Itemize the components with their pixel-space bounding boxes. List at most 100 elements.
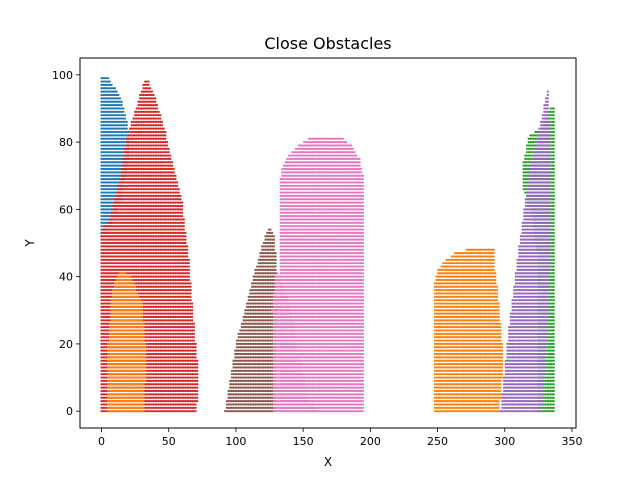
scatter-point xyxy=(497,309,500,312)
scatter-point xyxy=(110,151,113,154)
scatter-point xyxy=(544,319,548,322)
scatter-point xyxy=(552,342,555,346)
scatter-point xyxy=(102,211,105,214)
scatter-point xyxy=(552,177,555,181)
scatter-point xyxy=(100,225,103,228)
scatter-point xyxy=(543,373,546,376)
scatter-point xyxy=(108,164,112,167)
scatter-point xyxy=(499,396,502,399)
scatter-point xyxy=(113,167,117,171)
scatter-point xyxy=(544,339,548,342)
scatter-point xyxy=(539,410,543,413)
scatter-point xyxy=(543,356,546,359)
scatter-point xyxy=(107,188,110,191)
scatter-point xyxy=(120,144,123,147)
scatter-point xyxy=(499,329,502,332)
scatter-point xyxy=(112,191,115,194)
scatter-point xyxy=(125,120,128,124)
scatter-point xyxy=(552,389,555,393)
scatter-point xyxy=(103,211,106,214)
scatter-point xyxy=(548,201,551,204)
scatter-point xyxy=(100,177,103,181)
scatter-point xyxy=(494,278,497,282)
scatter-point xyxy=(552,336,555,339)
scatter-point xyxy=(108,188,112,191)
scatter-point xyxy=(552,356,555,359)
scatter-point xyxy=(552,285,555,288)
scatter-point xyxy=(112,188,115,191)
scatter-point xyxy=(102,181,105,184)
scatter-point xyxy=(541,379,544,383)
scatter-point xyxy=(552,339,555,342)
scatter-point xyxy=(546,312,549,315)
scatter-point xyxy=(120,161,123,164)
scatter-point xyxy=(552,346,555,349)
scatter-point xyxy=(552,251,555,255)
scatter-point xyxy=(107,191,110,194)
scatter-point xyxy=(102,177,105,181)
scatter-point xyxy=(552,157,555,161)
scatter-point xyxy=(100,214,103,218)
scatter-point xyxy=(112,140,115,144)
scatter-point xyxy=(105,164,108,167)
scatter-point xyxy=(100,211,103,214)
scatter-point xyxy=(552,278,555,282)
scatter-point xyxy=(492,268,495,272)
scatter-point xyxy=(110,188,113,191)
scatter-point xyxy=(497,406,500,409)
scatter-point xyxy=(552,225,555,228)
scatter-point xyxy=(102,204,105,208)
scatter-point xyxy=(552,134,555,137)
scatter-point xyxy=(497,312,500,315)
scatter-point xyxy=(120,157,123,161)
scatter-point xyxy=(546,285,549,288)
scatter-point xyxy=(120,154,123,157)
scatter-point xyxy=(500,362,504,366)
scatter-point xyxy=(552,393,555,396)
scatter-point xyxy=(103,161,106,164)
scatter-point xyxy=(102,154,105,157)
scatter-point xyxy=(494,282,497,285)
scatter-point xyxy=(102,208,105,211)
scatter-point xyxy=(115,147,118,150)
scatter-point xyxy=(552,383,555,386)
scatter-point xyxy=(110,147,113,150)
scatter-point xyxy=(122,147,125,150)
scatter-point xyxy=(118,97,122,100)
scatter-point xyxy=(102,191,105,194)
scatter-point xyxy=(112,194,115,198)
scatter-point xyxy=(100,154,103,157)
scatter-point xyxy=(552,325,555,329)
scatter-point xyxy=(108,174,112,177)
scatter-point xyxy=(552,167,555,171)
scatter-point xyxy=(108,177,112,181)
scatter-point xyxy=(105,211,108,214)
scatter-point xyxy=(117,177,120,181)
scatter-point xyxy=(105,171,108,174)
scatter-point xyxy=(492,265,495,268)
scatter-point xyxy=(494,272,497,275)
scatter-point xyxy=(552,399,555,403)
scatter-point xyxy=(110,184,113,187)
scatter-point xyxy=(107,177,110,181)
scatter-point xyxy=(105,198,108,201)
scatter-point xyxy=(100,171,103,174)
scatter-point xyxy=(100,137,103,140)
scatter-point xyxy=(122,151,125,154)
scatter-point xyxy=(100,140,103,144)
scatter-point xyxy=(102,188,105,191)
scatter-point xyxy=(113,147,117,150)
scatter-point xyxy=(103,204,106,208)
scatter-point xyxy=(552,114,555,117)
scatter-point xyxy=(552,231,555,235)
scatter-point xyxy=(117,161,120,164)
scatter-point xyxy=(100,228,103,231)
scatter-point xyxy=(103,184,106,187)
scatter-point xyxy=(548,171,551,174)
scatter-point xyxy=(552,120,555,124)
scatter-point xyxy=(552,312,555,315)
scatter-point xyxy=(108,137,112,140)
scatter-point xyxy=(103,144,106,147)
scatter-point xyxy=(110,194,113,198)
scatter-point xyxy=(120,100,123,103)
